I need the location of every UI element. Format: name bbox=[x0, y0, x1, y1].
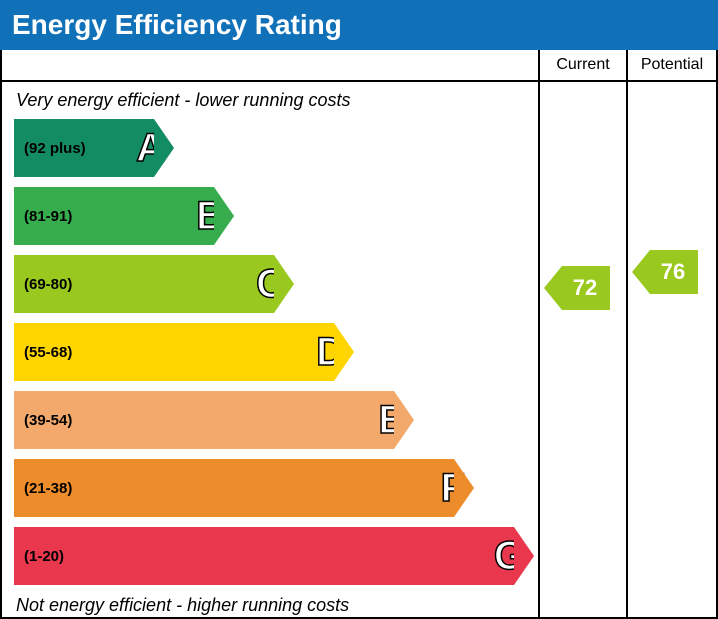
band-row-e: (39-54) E bbox=[14, 391, 528, 449]
title-bar: Energy Efficiency Rating bbox=[0, 0, 718, 50]
band-bar-g: (1-20)G bbox=[14, 527, 514, 585]
band-bar-f: (21-38)F bbox=[14, 459, 454, 517]
bands-container: (92 plus) A (81-91) B (69-80) C (55-68) D (39-54… bbox=[12, 119, 528, 585]
chart-body: Very energy efficient - lower running co… bbox=[2, 82, 538, 617]
band-row-b: (81-91) B bbox=[14, 187, 528, 245]
page-title: Energy Efficiency Rating bbox=[12, 9, 342, 41]
band-bar-a: (92 plus)A bbox=[14, 119, 154, 177]
band-bar-e: (39-54)E bbox=[14, 391, 394, 449]
caption-efficient: Very energy efficient - lower running co… bbox=[16, 90, 528, 111]
band-range-e: (39-54) bbox=[24, 412, 72, 429]
caption-inefficient: Not energy efficient - higher running co… bbox=[16, 595, 528, 616]
band-row-d: (55-68) D bbox=[14, 323, 528, 381]
band-range-d: (55-68) bbox=[24, 344, 72, 361]
band-range-c: (69-80) bbox=[24, 276, 72, 293]
band-row-g: (1-20) G bbox=[14, 527, 528, 585]
rating-table: Very energy efficient - lower running co… bbox=[0, 50, 718, 619]
current-header: Current bbox=[540, 50, 626, 82]
band-letter-f: F bbox=[441, 466, 464, 511]
band-letter-g: G bbox=[494, 534, 524, 579]
potential-pointer: 76 bbox=[650, 250, 698, 294]
potential-column: Potential 76 bbox=[628, 50, 716, 617]
band-letter-e: E bbox=[378, 398, 404, 443]
current-column: Current 72 bbox=[540, 50, 628, 617]
band-bar-c: (69-80)C bbox=[14, 255, 274, 313]
band-letter-d: D bbox=[316, 330, 344, 375]
potential-header: Potential bbox=[628, 50, 716, 82]
band-range-f: (21-38) bbox=[24, 480, 72, 497]
potential-value: 76 bbox=[661, 259, 685, 285]
chart-header-blank bbox=[2, 50, 538, 82]
band-row-f: (21-38) F bbox=[14, 459, 528, 517]
band-row-a: (92 plus) A bbox=[14, 119, 528, 177]
band-range-g: (1-20) bbox=[24, 548, 64, 565]
band-row-c: (69-80) C bbox=[14, 255, 528, 313]
band-bar-b: (81-91)B bbox=[14, 187, 214, 245]
band-range-a: (92 plus) bbox=[24, 140, 86, 157]
band-letter-a: A bbox=[136, 126, 164, 171]
current-value: 72 bbox=[573, 275, 597, 301]
band-letter-c: C bbox=[256, 262, 284, 307]
band-range-b: (81-91) bbox=[24, 208, 72, 225]
chart-column: Very energy efficient - lower running co… bbox=[2, 50, 540, 617]
band-letter-b: B bbox=[196, 194, 224, 239]
band-bar-d: (55-68)D bbox=[14, 323, 334, 381]
current-pointer: 72 bbox=[562, 266, 610, 310]
